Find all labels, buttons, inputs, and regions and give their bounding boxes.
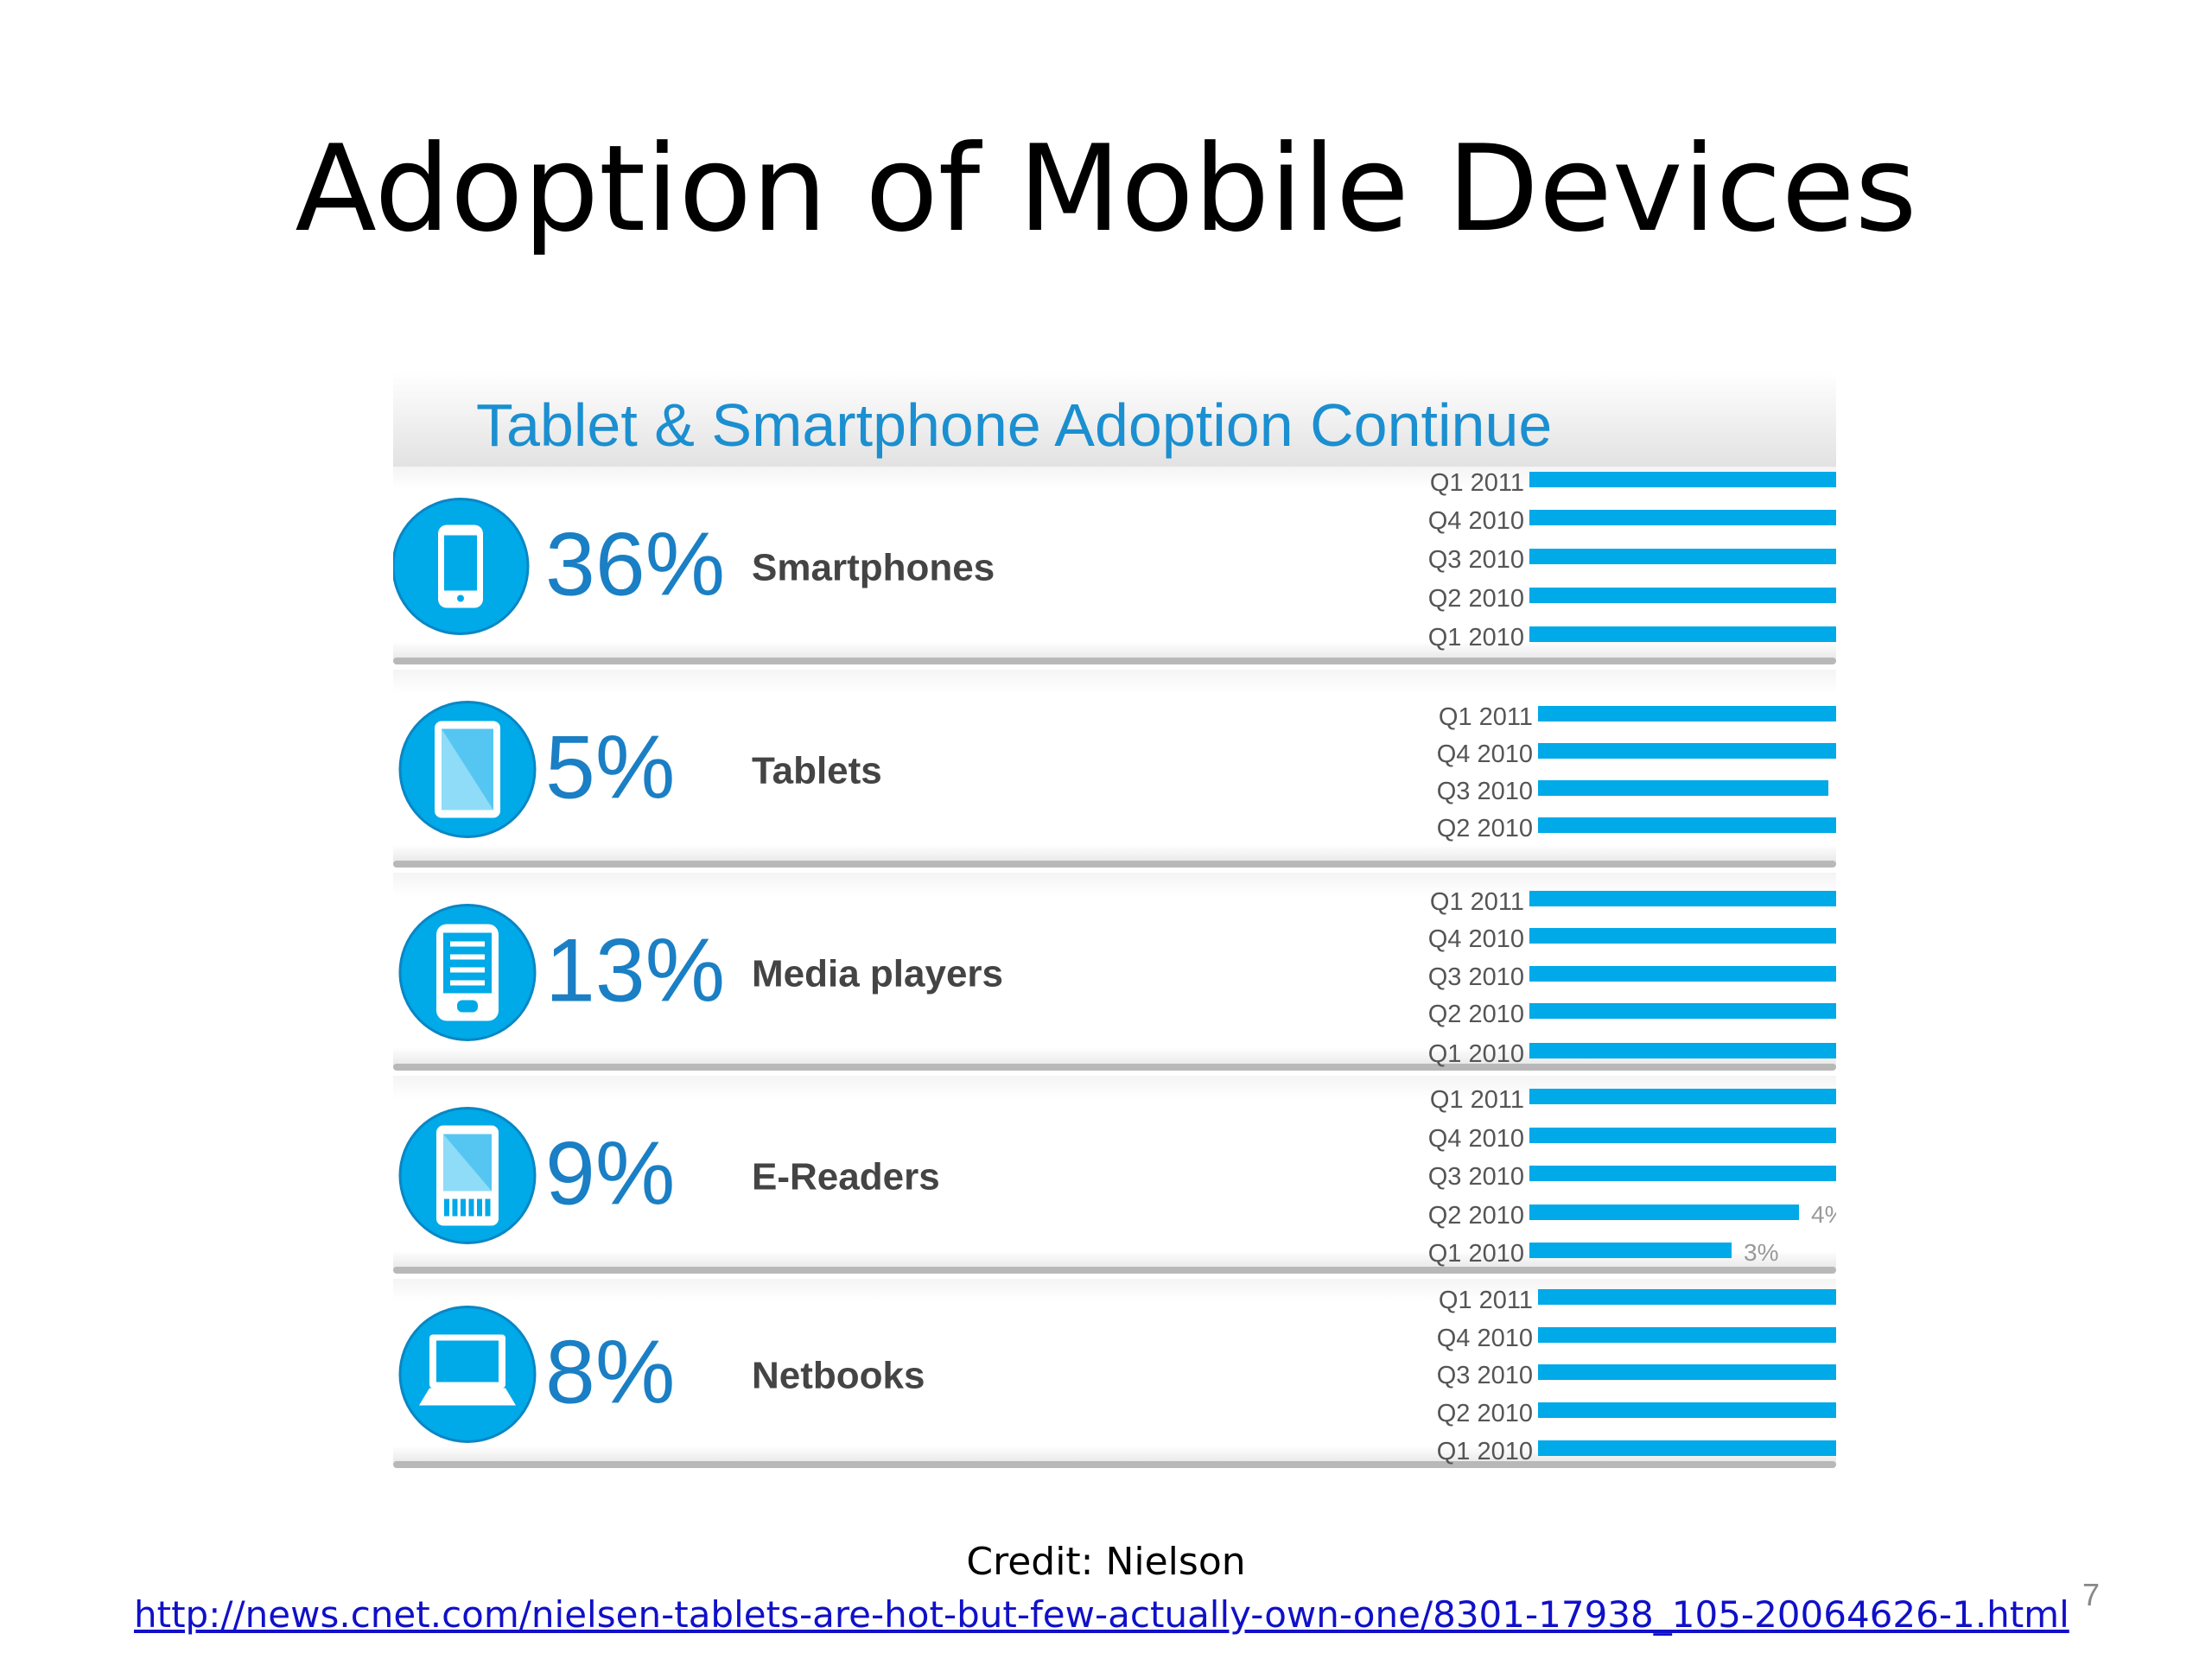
quarter-label: Q4 2010	[1437, 741, 1533, 768]
quarter-label: Q4 2010	[1428, 507, 1524, 535]
tablet-icon	[398, 701, 537, 838]
bar	[1529, 891, 2108, 906]
quarter-label: Q4 2010	[1428, 925, 1524, 953]
bar	[1538, 743, 1891, 759]
netbook-icon	[398, 1306, 537, 1443]
quarter-label: Q3 2010	[1428, 1163, 1524, 1191]
bar	[1529, 928, 2063, 944]
device-name: Smartphones	[752, 547, 995, 589]
panel-divider	[393, 1064, 1836, 1071]
headline-percent: 9%	[545, 1124, 675, 1224]
bar	[1529, 472, 2136, 487]
value-label: 3%	[1744, 1239, 1778, 1266]
media-player-icon	[398, 904, 537, 1041]
bar	[1529, 549, 1985, 564]
value-label: 4%	[1811, 1201, 1836, 1228]
device-name: Media players	[752, 953, 1003, 995]
device-name: Tablets	[752, 750, 882, 792]
quarter-label: Q3 2010	[1428, 546, 1524, 574]
quarter-label: Q1 2011	[1430, 469, 1524, 497]
panel-divider	[393, 1461, 1836, 1468]
headline-percent: 5%	[545, 718, 675, 818]
bar	[1529, 1043, 2152, 1058]
bar	[1538, 817, 1839, 833]
quarter-label: Q3 2010	[1428, 963, 1524, 991]
quarter-label: Q1 2010	[1428, 1040, 1524, 1068]
quarter-label: Q2 2010	[1437, 815, 1533, 842]
source-link[interactable]: http://news.cnet.com/nielsen-tablets-are…	[134, 1593, 2069, 1636]
title-band	[393, 372, 1836, 467]
panel-divider	[393, 658, 1836, 664]
bar	[1529, 510, 2035, 525]
page-number: 7	[2082, 1577, 2101, 1612]
bar	[1529, 1089, 2136, 1104]
headline-percent: 36%	[545, 515, 725, 615]
quarter-label: Q1 2011	[1430, 1086, 1524, 1114]
quarter-label: Q1 2011	[1430, 888, 1524, 916]
panel-divider	[393, 861, 1836, 868]
quarter-label: Q3 2010	[1437, 778, 1533, 805]
quarter-label: Q1 2010	[1437, 1438, 1533, 1465]
ereader-icon	[398, 1107, 537, 1244]
slide-title: Adoption of Mobile Devices	[295, 119, 1917, 258]
quarter-label: Q1 2010	[1428, 1240, 1524, 1268]
bar	[1529, 1166, 1866, 1181]
bar	[1538, 1402, 1927, 1418]
quarter-label: Q4 2010	[1428, 1125, 1524, 1153]
bar	[1538, 1289, 2044, 1305]
bar	[1529, 1128, 1934, 1143]
bar	[1529, 966, 2019, 982]
headline-percent: 8%	[545, 1323, 675, 1423]
bar	[1529, 626, 1917, 642]
bar	[1529, 588, 1951, 603]
headline-percent: 13%	[545, 921, 725, 1021]
bar	[1538, 706, 2036, 721]
quarter-label: Q1 2010	[1428, 624, 1524, 652]
quarter-label: Q2 2010	[1428, 585, 1524, 613]
quarter-label: Q4 2010	[1437, 1325, 1533, 1352]
bar	[1529, 1205, 1799, 1220]
quarter-label: Q2 2010	[1428, 1202, 1524, 1230]
credit-text: Credit: Nielson	[966, 1540, 1246, 1584]
bar	[1538, 780, 1828, 796]
quarter-label: Q2 2010	[1437, 1400, 1533, 1427]
device-name: E-Readers	[752, 1156, 940, 1198]
quarter-label: Q1 2011	[1439, 1287, 1533, 1314]
quarter-label: Q1 2011	[1439, 703, 1533, 731]
bar	[1538, 1364, 1970, 1380]
bar	[1529, 1003, 2063, 1019]
bar	[1529, 1243, 1732, 1258]
quarter-label: Q3 2010	[1437, 1362, 1533, 1389]
panel-divider	[393, 1267, 1836, 1274]
quarter-label: Q2 2010	[1428, 1001, 1524, 1028]
infographic-title: Tablet & Smartphone Adoption Continue	[476, 391, 1553, 459]
device-name: Netbooks	[752, 1355, 925, 1397]
bar	[1538, 1440, 1896, 1456]
smartphone-icon	[391, 498, 530, 635]
bar	[1538, 1327, 1988, 1343]
